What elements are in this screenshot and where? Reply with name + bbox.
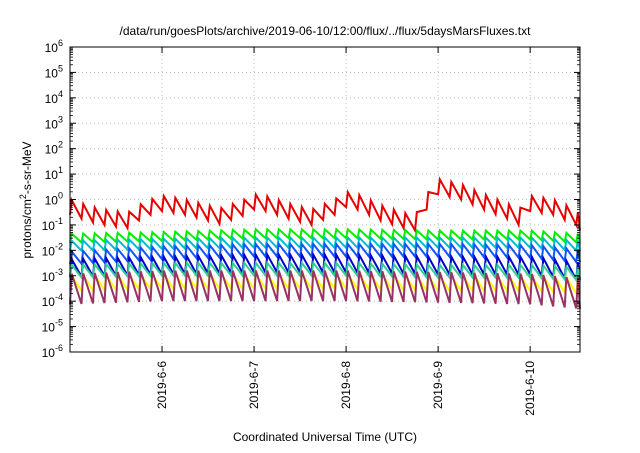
y-tick-label: 103 [45, 114, 63, 131]
y-tick-label: 10-1 [42, 216, 63, 233]
x-tick-label: 2019-6-10 [523, 361, 537, 416]
y-axis-label-suffix: -s-sr-MeV [20, 141, 34, 194]
y-tick-label: 10-3 [42, 267, 63, 284]
y-tick-label: 105 [45, 63, 63, 80]
x-tick-label: 2019-6-8 [339, 361, 353, 409]
series-line-3 [69, 235, 581, 253]
series-line-1 [69, 176, 581, 234]
y-tick-label: 104 [45, 89, 63, 106]
series-line-5 [69, 251, 581, 284]
y-tick-label: 102 [45, 140, 63, 157]
chart-title: /data/run/goesPlots/archive/2019-06-10/1… [120, 24, 532, 38]
x-tick-label: 2019-6-9 [431, 361, 445, 409]
series-layer [69, 176, 581, 309]
series-line-4 [69, 241, 581, 267]
y-tick-label: 10-4 [42, 292, 63, 309]
series-line-6 [69, 260, 581, 283]
y-tick-label: 101 [45, 165, 63, 182]
grid [70, 47, 580, 352]
y-axis-label-prefix: protons/cm [20, 199, 34, 258]
series-line-8 [69, 270, 581, 309]
x-tick-label: 2019-6-7 [247, 361, 261, 409]
y-axis-label: protons/cm2-s-sr-MeV [18, 141, 34, 258]
x-axis-label: Coordinated Universal Time (UTC) [233, 430, 417, 444]
series-line-2 [69, 227, 581, 245]
axis-ticks: 10-6 10-5 10-4 10-3 10-2 10-1 100 101 102 103 104 1… [42, 38, 580, 416]
y-tick-label: 10-5 [42, 318, 63, 335]
x-tick-label: 2019-6-6 [155, 361, 169, 409]
y-tick-label: 10-6 [42, 343, 63, 360]
y-axis-label-sup: 2 [18, 194, 28, 199]
y-tick-label: 106 [45, 38, 63, 55]
y-tick-label: 10-2 [42, 241, 63, 258]
y-tick-label: 100 [45, 191, 63, 208]
